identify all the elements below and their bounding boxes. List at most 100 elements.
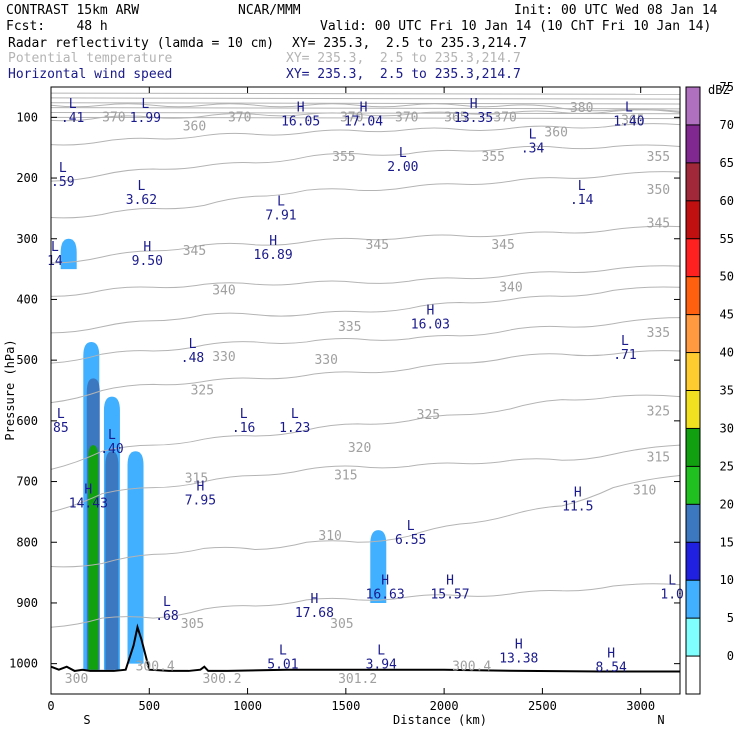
y-tick-label: 900 xyxy=(16,596,38,610)
wind-extremum-value: 2.00 xyxy=(387,160,418,175)
wind-extremum-value: 16.89 xyxy=(254,248,293,263)
wind-extremum-value: 14 xyxy=(47,254,63,269)
theta-contour-upper-band xyxy=(51,111,680,115)
wind-extremum: L3.62 xyxy=(126,179,157,208)
theta-contour-upper-band xyxy=(51,92,680,95)
theta-contour-320 xyxy=(51,394,680,470)
wind-extremum-type: H xyxy=(381,574,389,589)
colorbar-swatch xyxy=(686,352,700,391)
y-tick-label: 800 xyxy=(16,535,38,549)
wind-extremum-value: 15.57 xyxy=(430,588,469,603)
theta-contour-315 xyxy=(51,444,680,513)
theta-contour-310 xyxy=(51,474,680,568)
colorbar-swatch xyxy=(686,87,700,125)
theta-label: 345 xyxy=(491,238,514,253)
wind-extremum-value: 7.91 xyxy=(265,208,296,223)
colorbar-swatch xyxy=(686,580,700,619)
theta-contour-layer xyxy=(51,92,680,628)
colorbar-swatch xyxy=(686,504,700,543)
field-theta-xy: XY= 235.3, 2.5 to 235.3,214.7 xyxy=(286,51,521,66)
wind-extremum-type: L xyxy=(163,595,171,610)
wind-extremum: L6.55 xyxy=(395,519,426,548)
wind-extremum: H14.43 xyxy=(69,483,108,512)
theta-label: 300 xyxy=(65,672,88,687)
theta-label: 350 xyxy=(647,183,670,198)
wind-extremum-type: H xyxy=(426,304,434,319)
theta-label: 355 xyxy=(332,150,355,165)
wind-extremum: H17.68 xyxy=(295,592,334,621)
colorbar-unit: dBZ xyxy=(708,83,730,97)
colorbar-label: 75 xyxy=(720,80,734,94)
forecast-hour: Fcst: 48 h xyxy=(6,19,108,34)
wind-extremum-type: H xyxy=(269,234,277,249)
wind-extremum-value: 11.5 xyxy=(562,500,593,515)
theta-contour-325 xyxy=(51,350,680,404)
wind-extremum-value: .40 xyxy=(100,442,123,457)
theta-label: 370 xyxy=(340,110,363,125)
wind-extremum-type: L xyxy=(399,146,407,161)
x-tick-label: 2500 xyxy=(528,699,557,713)
wind-extremum-type: H xyxy=(515,637,523,652)
wind-extremum-value: .16 xyxy=(232,421,255,436)
field-reflectivity-name: Radar reflectivity (lamda = 10 cm) xyxy=(8,36,274,51)
wind-extremum-value: .68 xyxy=(155,609,178,624)
y-tick-label: 200 xyxy=(16,171,38,185)
theta-label: 360 xyxy=(544,126,567,141)
wind-extremum: L.34 xyxy=(521,128,545,157)
theta-label: 325 xyxy=(417,408,440,423)
theta-label: 355 xyxy=(482,150,505,165)
wind-extremum-type: H xyxy=(446,574,454,589)
colorbar-swatch xyxy=(686,390,700,429)
colorbar-label: 25 xyxy=(720,459,734,473)
colorbar-swatch xyxy=(686,428,700,467)
colorbar-swatch xyxy=(686,276,700,315)
wind-extremum: L.14 xyxy=(570,179,594,208)
wind-extremum: L.41 xyxy=(61,97,84,126)
colorbar-label: 15 xyxy=(720,535,734,549)
wind-extremum-value: 5.01 xyxy=(267,658,298,673)
theta-contour-330 xyxy=(51,317,680,364)
wind-extremum: L.59 xyxy=(51,161,74,190)
wind-extremum: H17.04 xyxy=(344,100,383,129)
theta-label: 340 xyxy=(212,283,235,298)
theta-label: 315 xyxy=(334,468,357,483)
colorbar-label: 35 xyxy=(720,384,734,398)
y-tick-label: 300 xyxy=(16,232,38,246)
wind-extremum: L1.40 xyxy=(613,100,644,129)
wind-extremum-type: L xyxy=(668,574,676,589)
x-tick-label: 1500 xyxy=(331,699,360,713)
theta-label: 330 xyxy=(212,350,235,365)
colorbar-swatch xyxy=(686,542,700,581)
wind-extremum-type: H xyxy=(196,480,204,495)
theta-contour-345 xyxy=(51,225,680,264)
wind-extremum-type: L xyxy=(407,519,415,534)
colorbar-label: 45 xyxy=(720,308,734,322)
theta-label: 380 xyxy=(570,101,593,116)
theta-label: 345 xyxy=(647,217,670,232)
wind-extremum: L.48 xyxy=(181,337,204,366)
theta-label: 320 xyxy=(348,441,371,456)
field-reflectivity-xy: XY= 235.3, 2.5 to 235.3,214.7 xyxy=(292,36,527,51)
wind-extremum: L85 xyxy=(53,407,69,436)
wind-extremum-value: 13.38 xyxy=(499,651,538,666)
colorbar-swatch xyxy=(686,656,700,694)
theta-label: 370 xyxy=(493,110,516,125)
wind-extremum: L1.23 xyxy=(279,407,310,436)
wind-extremum-type: L xyxy=(621,334,629,349)
wind-extremum-value: .34 xyxy=(521,142,545,157)
colorbar: 0 5 10 15 20 25 30 35 40 45 50 55 60 65 70 75 xyxy=(685,80,734,695)
field-wind-name: Horizontal wind speed xyxy=(8,67,172,82)
theta-label: 315 xyxy=(647,450,670,465)
theta-contour-335 xyxy=(51,286,680,334)
wind-extremum-value: 7.95 xyxy=(185,494,216,509)
theta-contour-355 xyxy=(51,144,680,182)
wind-extremum: L1.99 xyxy=(130,97,161,126)
wind-extremum-type: L xyxy=(291,407,299,422)
theta-label: 300.4 xyxy=(452,660,491,675)
reflectivity-cell-0 xyxy=(60,238,77,270)
theta-label: 300.4 xyxy=(136,660,175,675)
field-theta-name: Potential temperature xyxy=(8,51,173,66)
wind-extremum: H16.63 xyxy=(366,574,405,603)
wind-extremum: H7.95 xyxy=(185,480,216,509)
